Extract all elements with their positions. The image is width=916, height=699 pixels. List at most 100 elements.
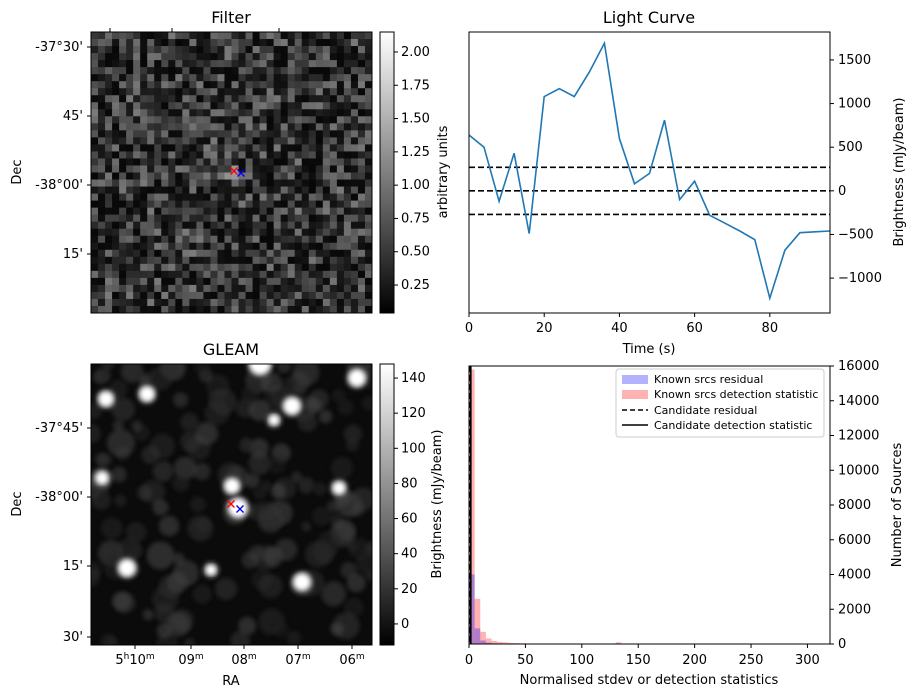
filter-pixel [91,284,99,293]
gleam-noise-blob [346,573,366,593]
filter-pixel [329,242,338,251]
filter-pixel [112,221,120,230]
filter-pixel [294,200,303,209]
filter-pixel [182,235,190,244]
histogram-x-ticks: 0 50 100 150 200 250 300 [465,644,820,668]
filter-pixel [91,67,99,75]
filter-pixel [119,130,127,138]
filter-pixel [287,116,296,124]
filter-pixel [168,270,176,279]
filter-pixel [287,186,296,194]
filter-pixel [126,249,134,258]
filter-pixel [161,172,169,180]
filter-pixel [91,46,99,54]
filter-pixel [308,32,317,40]
filter-pixel [126,60,134,68]
gleam-noise-blob [101,517,123,540]
filter-pixel [294,172,303,180]
filter-pixel [112,109,120,117]
gleam-noise-blob [290,471,303,483]
filter-pixel [329,291,338,300]
filter-pixel [315,116,324,124]
filter-pixel [266,151,275,159]
filter-pixel [301,207,310,216]
filter-pixel [203,284,211,293]
filter-pixel [119,95,127,103]
filter-pixel [133,249,141,258]
filter-pixel [329,193,338,202]
filter-pixel [175,109,183,117]
filter-pixel [182,165,190,173]
filter-pixel [154,284,162,293]
filter-image [91,32,373,314]
filter-pixel [133,67,141,75]
filter-pixel [273,53,282,61]
filter-pixel [210,221,218,230]
filter-pixel [105,270,113,279]
filter-pixel [133,116,141,124]
filter-pixel [238,277,246,286]
filter-pixel [98,144,106,152]
gleam-noise-blob [173,456,197,480]
filter-pixel [280,137,289,145]
filter-pixel [252,172,261,180]
lightcurve-panel: Light Curve 0 20 40 60 80 −1000−500050010001… [465,8,907,357]
filter-pixel [119,74,127,82]
filter-pixel [364,81,373,89]
filter-pixel [238,88,246,96]
filter-pixel [329,186,338,194]
gleam-noise-blob [100,633,117,645]
filter-pixel [161,263,169,272]
filter-pixel [294,277,303,286]
filter-pixel [161,277,169,286]
filter-pixel [231,291,239,300]
filter-pixel [133,214,141,223]
filter-pixel [343,123,352,131]
filter-pixel [308,39,317,47]
filter-pixel [364,256,373,265]
filter-pixel [210,235,218,244]
filter-pixel [154,67,162,75]
filter-markers [230,167,245,177]
filter-pixel [133,39,141,47]
filter-pixel [294,53,303,61]
filter-pixel [364,67,373,75]
filter-pixel [266,242,275,251]
filter-pixel [357,116,366,124]
filter-pixel [329,214,338,223]
filter-pixel [273,298,282,307]
filter-pixel [364,53,373,61]
filter-pixel [343,200,352,209]
gleam-y-tick-label: 30' [63,630,83,645]
filter-pixel [245,305,253,314]
filter-pixel [112,53,120,61]
filter-pixel [273,263,282,272]
gleam-noise-blob [351,487,372,511]
filter-pixel [294,88,303,96]
filter-pixel [140,53,148,61]
filter-pixel [336,53,345,61]
filter-pixel [231,67,239,75]
filter-pixel [322,291,331,300]
filter-pixel [238,200,246,209]
filter-pixel [308,207,317,216]
gleam-colorbar-tick-label: 100 [401,441,426,456]
filter-pixel [252,179,261,187]
filter-pixel [308,263,317,272]
filter-pixel [357,172,366,180]
filter-pixel [280,144,289,152]
filter-pixel [91,151,99,159]
filter-pixel [322,263,331,272]
filter-pixel [301,228,310,237]
filter-pixel [98,109,106,117]
filter-pixel [133,151,141,159]
filter-pixel [161,291,169,300]
filter-pixel [259,88,268,96]
gleam-noise-blob [331,389,346,403]
filter-pixel [203,158,211,166]
filter-pixel [350,221,359,230]
filter-pixel [182,277,190,286]
gleam-colorbar-tick-label: 60 [401,512,418,527]
gleam-colorbar-tick-label: 140 [401,371,426,386]
gleam-noise-blob [340,561,358,579]
